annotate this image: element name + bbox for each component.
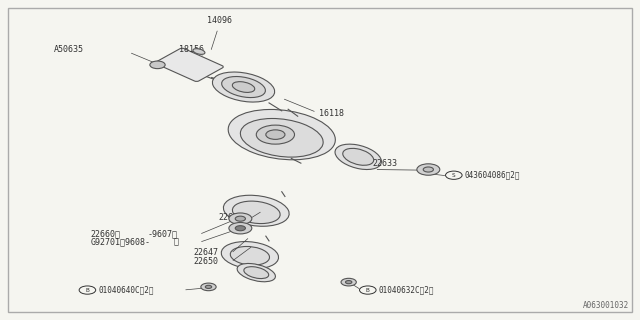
Ellipse shape — [343, 148, 374, 165]
Text: A063001032: A063001032 — [583, 301, 629, 310]
Text: 22647: 22647 — [193, 248, 218, 257]
Text: ）: ） — [173, 237, 179, 246]
Ellipse shape — [237, 263, 275, 282]
Text: 043604086（2）: 043604086（2） — [465, 171, 520, 180]
Ellipse shape — [335, 144, 381, 170]
FancyBboxPatch shape — [156, 48, 223, 82]
Text: B: B — [86, 288, 90, 292]
Ellipse shape — [221, 242, 278, 269]
Ellipse shape — [241, 118, 323, 157]
Circle shape — [236, 226, 246, 231]
Text: 01040632C（2）: 01040632C（2） — [379, 285, 434, 295]
Ellipse shape — [232, 201, 280, 224]
Text: 22659: 22659 — [218, 213, 244, 222]
Text: 18156: 18156 — [179, 45, 204, 54]
Circle shape — [417, 164, 440, 175]
Text: 14096: 14096 — [207, 16, 232, 25]
Text: B: B — [366, 288, 370, 292]
Text: 22633: 22633 — [372, 159, 397, 168]
Text: 22660（: 22660（ — [91, 229, 120, 238]
Circle shape — [423, 167, 433, 172]
Circle shape — [201, 283, 216, 291]
Text: 22650: 22650 — [193, 257, 218, 266]
Ellipse shape — [228, 109, 335, 160]
Ellipse shape — [244, 267, 269, 278]
Text: 01040640C（2）: 01040640C（2） — [99, 285, 154, 295]
Circle shape — [266, 130, 285, 140]
Ellipse shape — [221, 76, 266, 98]
Ellipse shape — [232, 82, 255, 92]
Text: -9607）: -9607） — [148, 229, 178, 238]
Text: S: S — [452, 173, 456, 178]
Circle shape — [205, 285, 212, 288]
Circle shape — [256, 125, 294, 144]
Ellipse shape — [223, 195, 289, 226]
Ellipse shape — [212, 72, 275, 102]
Text: 16118: 16118 — [319, 108, 344, 117]
Circle shape — [341, 278, 356, 286]
Text: A50635: A50635 — [54, 45, 84, 54]
Ellipse shape — [193, 49, 205, 54]
Circle shape — [150, 61, 165, 69]
Circle shape — [346, 281, 352, 284]
Ellipse shape — [230, 246, 269, 265]
Text: G92701（9608-: G92701（9608- — [91, 237, 150, 246]
Circle shape — [236, 216, 246, 221]
Circle shape — [229, 213, 252, 224]
Circle shape — [229, 222, 252, 234]
